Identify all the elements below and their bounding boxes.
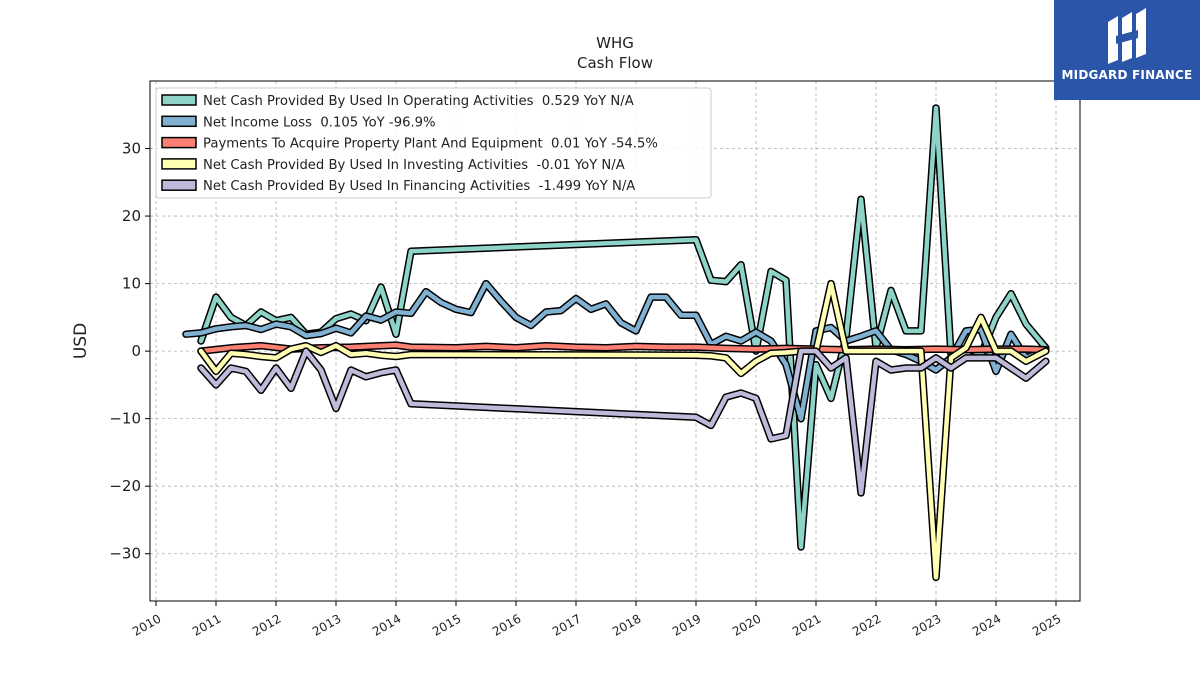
x-tick-label: 2015 (430, 611, 463, 638)
legend-entry-3: Net Cash Provided By Used In Investing A… (203, 158, 625, 173)
legend-entry-1: Net Income Loss 0.105 YoY -96.9% (203, 115, 436, 130)
x-tick-label: 2011 (190, 611, 223, 638)
legend-swatch-1 (161, 115, 197, 128)
x-tick-label: 2018 (610, 611, 643, 638)
x-tick-label: 2016 (490, 611, 523, 638)
x-tick-label: 2012 (250, 611, 283, 638)
x-tick-label: 2023 (910, 611, 943, 638)
legend: Net Cash Provided By Used In Operating A… (155, 87, 712, 199)
legend-swatch-0 (161, 94, 197, 106)
series-group (182, 104, 1050, 582)
plot-frame (149, 80, 1081, 602)
brand-mark-icon (1108, 8, 1146, 64)
x-tick-label: 2024 (970, 611, 1003, 638)
y-tick-label: −30 (109, 545, 141, 563)
series-line-3 (198, 281, 1049, 580)
x-tick-label: 2022 (850, 611, 883, 638)
brand-logo: MIDGARD FINANCE (1054, 0, 1200, 100)
chart-subtitle: Cash Flow (577, 54, 653, 72)
x-tick-label: 2020 (730, 611, 763, 638)
legend-box (155, 87, 712, 199)
x-tick-label: 2017 (550, 611, 583, 638)
legend-swatch-2 (161, 136, 197, 149)
y-tick-label: 30 (122, 140, 141, 158)
x-tick-label: 2025 (1030, 611, 1063, 638)
y-tick-label: −10 (109, 410, 141, 428)
series-line-4 (198, 348, 1049, 496)
x-tick-label: 2013 (310, 611, 343, 638)
y-axis-label: USD (71, 323, 91, 359)
x-tick-label: 2021 (790, 611, 823, 638)
x-tick-label: 2014 (370, 611, 403, 638)
chart-title: WHG (596, 34, 634, 52)
legend-swatch-3 (161, 158, 197, 170)
y-tick-label: 20 (122, 207, 141, 225)
y-tick-label: 10 (122, 275, 141, 293)
x-tick-label: 2010 (130, 611, 163, 638)
legend-entry-4: Net Cash Provided By Used In Financing A… (203, 179, 635, 194)
x-tick-label: 2019 (670, 611, 703, 638)
legend-entry-2: Payments To Acquire Property Plant And E… (203, 137, 658, 152)
brand-name: MIDGARD FINANCE (1061, 68, 1193, 82)
legend-entry-0: Net Cash Provided By Used In Operating A… (203, 94, 634, 109)
legend-swatch-4 (161, 179, 197, 191)
y-tick-label: −20 (109, 477, 141, 495)
y-tick-label: 0 (131, 342, 141, 360)
